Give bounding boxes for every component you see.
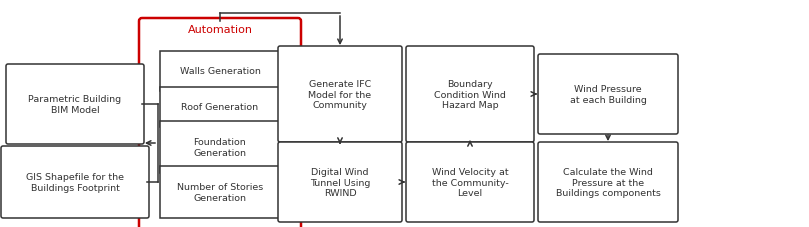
Text: Digital Wind
Tunnel Using
RWIND: Digital Wind Tunnel Using RWIND — [310, 167, 371, 197]
FancyBboxPatch shape — [406, 47, 534, 142]
FancyBboxPatch shape — [160, 52, 280, 92]
Text: Wind Velocity at
the Community-
Level: Wind Velocity at the Community- Level — [432, 167, 508, 197]
Text: Calculate the Wind
Pressure at the
Buildings components: Calculate the Wind Pressure at the Build… — [556, 167, 660, 197]
Text: Generate IFC
Model for the
Community: Generate IFC Model for the Community — [308, 80, 371, 109]
Text: Automation: Automation — [188, 25, 252, 35]
Text: GIS Shapefile for the
Buildings Footprint: GIS Shapefile for the Buildings Footprin… — [26, 173, 124, 192]
FancyBboxPatch shape — [6, 65, 144, 144]
FancyBboxPatch shape — [538, 142, 678, 222]
Text: Foundation
Generation: Foundation Generation — [193, 138, 247, 157]
Text: Number of Stories
Generation: Number of Stories Generation — [177, 183, 263, 202]
FancyBboxPatch shape — [278, 47, 402, 142]
FancyBboxPatch shape — [538, 55, 678, 134]
FancyBboxPatch shape — [160, 88, 280, 127]
Text: Roof Generation: Roof Generation — [181, 103, 259, 112]
FancyBboxPatch shape — [406, 142, 534, 222]
FancyBboxPatch shape — [139, 19, 301, 227]
Text: Boundary
Condition Wind
Hazard Map: Boundary Condition Wind Hazard Map — [434, 80, 506, 109]
Text: Wind Pressure
at each Building: Wind Pressure at each Building — [570, 85, 646, 104]
Text: Parametric Building
BIM Model: Parametric Building BIM Model — [28, 95, 121, 114]
FancyBboxPatch shape — [1, 146, 149, 218]
FancyBboxPatch shape — [160, 121, 280, 173]
FancyBboxPatch shape — [278, 142, 402, 222]
Text: Walls Generation: Walls Generation — [180, 67, 260, 76]
FancyBboxPatch shape — [160, 166, 280, 218]
